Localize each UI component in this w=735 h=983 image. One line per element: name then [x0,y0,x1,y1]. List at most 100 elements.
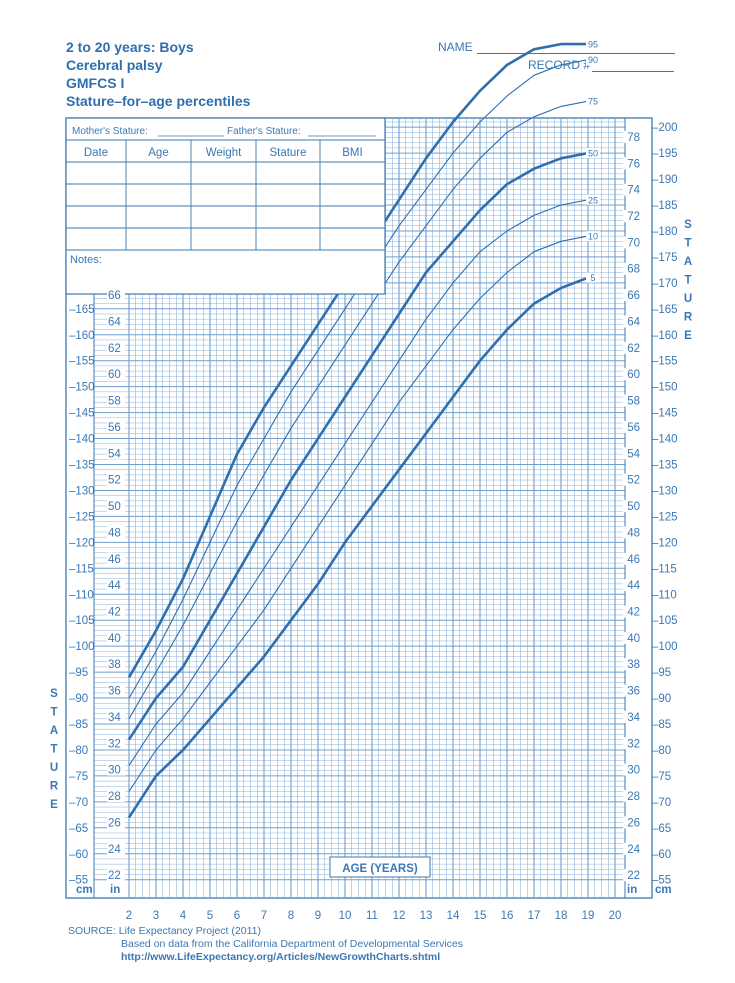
record-line[interactable] [592,60,675,72]
tick-label-cm-left: –110 [69,589,94,601]
tick-label-bg [623,157,641,170]
tick-label-cm-right: –135 [652,460,678,472]
tick-label-in-right: 26 [627,817,640,829]
percentile-label-90: 90 [588,55,598,65]
tick-label-in-right: 68 [627,264,640,276]
tick-label-cm-left: –145 [69,408,95,420]
tick-label-bg [623,816,641,829]
tick-label-cm-right: –195 [652,148,678,160]
tick-label-cm-left: –85 [69,719,88,731]
age-axis-title: AGE (YEARS) [342,863,418,875]
percentile-label-5: 5 [590,273,595,283]
tick-label-age: 16 [501,910,514,922]
tick-label-in-left: 48 [108,527,121,539]
tick-label-cm-right: –95 [652,667,671,679]
title-condition: Cerebral palsy [66,57,163,73]
tick-label-in-left: 42 [108,606,121,618]
name-field[interactable]: NAME [438,40,675,54]
tick-label-bg [107,447,125,460]
tick-label-in-right: 72 [627,211,640,223]
tick-label-bg [623,394,641,407]
percentile-label-bg [586,54,600,65]
tick-label-bg [107,684,125,697]
tick-label-bg [107,737,125,750]
name-line[interactable] [476,42,675,54]
tick-label-in-left: 54 [108,448,121,460]
percentile-label-bg [586,272,600,283]
tick-label-bg [107,526,125,539]
tick-label-in-right: 40 [627,633,640,645]
tick-label-in-right: 48 [627,527,640,539]
tick-label-bg [623,790,641,803]
tick-label-bg [623,183,641,196]
tick-label-cm-left: –55 [69,875,88,887]
tick-label-age: 6 [234,910,240,922]
tick-label-in-right: 42 [627,606,640,618]
unit-cm-left: cm [76,884,93,896]
title-age-range: 2 to 20 years: Boys [66,39,194,55]
tick-label-bg [623,315,641,328]
tick-label-in-right: 58 [627,396,640,408]
percentile-label-75: 75 [588,97,598,107]
tick-label-in-right: 78 [627,132,640,144]
tick-label-in-left: 44 [108,580,121,592]
table-header-weight: Weight [206,147,242,159]
tick-label-bg [623,710,641,723]
percentile-label-25: 25 [588,195,598,205]
tick-label-bg [623,236,641,249]
tick-label-in-right: 76 [627,158,640,170]
percentile-curve-5 [127,276,589,819]
stature-letter-right: E [684,330,692,342]
chart-header: 2 to 20 years: Boys Cerebral palsy GMFCS… [66,38,250,110]
tick-label-bg [107,579,125,592]
tick-label-in-left: 66 [108,290,121,302]
notes-label: Notes: [70,254,102,266]
tick-label-cm-right: –185 [652,200,678,212]
percentile-label-bg [586,96,600,107]
tick-label-age: 7 [261,910,267,922]
tick-label-in-right: 60 [627,369,640,381]
unit-cm-right: cm [655,884,672,896]
tick-label-bg [623,842,641,855]
tick-label-age: 14 [447,910,460,922]
tick-label-cm-left: –60 [69,849,88,861]
tick-label-age: 19 [582,910,595,922]
tick-label-in-left: 30 [108,765,121,777]
percentile-curve-10 [128,235,589,792]
tick-label-cm-right: –80 [652,745,671,757]
tick-label-cm-right: –170 [652,278,678,290]
tick-label-in-left: 60 [108,369,121,381]
tick-label-bg [623,631,641,644]
tick-label-cm-left: –150 [69,382,95,394]
tick-label-cm-left: –115 [69,563,94,575]
tick-label-in-left: 46 [108,554,121,566]
stature-letter-right: A [684,256,692,268]
tick-label-bg [107,420,125,433]
tick-label-cm-right: –90 [652,693,671,705]
tick-label-in-right: 36 [627,686,640,698]
tick-label-cm-right: –115 [652,563,677,575]
tick-label-cm-right: –65 [652,823,671,835]
source-url[interactable]: http://www.LifeExpectancy.org/Articles/N… [121,951,441,963]
tick-label-in-right: 22 [627,870,640,882]
tick-label-age: 9 [315,910,321,922]
tick-label-cm-left: –105 [69,615,95,627]
tick-label-bg [107,631,125,644]
tick-label-in-right: 32 [627,738,640,750]
title-gmfcs-level: GMFCS I [66,75,125,91]
tick-label-cm-right: –105 [652,615,678,627]
record-field[interactable]: RECORD # [528,58,675,72]
tick-label-cm-right: –150 [652,382,678,394]
axes-layer: 2224262830323436384042444648505254565860… [50,122,693,922]
tick-label-bg [623,763,641,776]
tick-label-in-right: 52 [627,475,640,487]
tick-label-in-right: 44 [627,580,640,592]
tick-label-bg [107,473,125,486]
percentile-curve-50 [127,151,589,741]
tick-label-cm-left: –95 [69,667,88,679]
tick-label-bg [107,605,125,618]
unit-in-left: in [110,884,120,896]
tick-label-cm-right: –140 [652,434,678,446]
source-basis: Based on data from the California Depart… [121,938,464,950]
tick-label-bg [107,869,125,882]
